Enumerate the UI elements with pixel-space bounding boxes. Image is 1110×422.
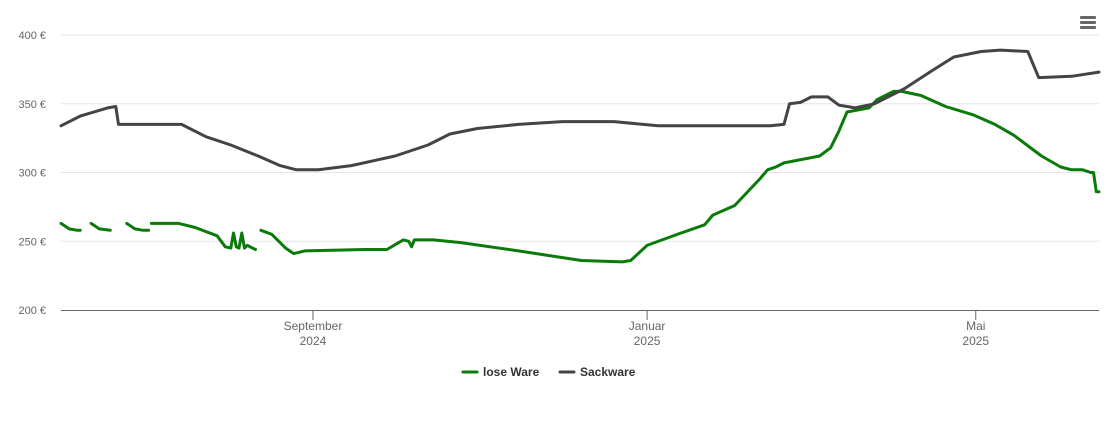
series-line [59, 221, 82, 232]
legend-item[interactable]: Sackware [558, 365, 636, 379]
y-tick-label: 350 € [18, 99, 46, 111]
legend-item[interactable]: lose Ware [461, 365, 540, 379]
series-line [59, 48, 1101, 172]
y-tick-label: 250 € [18, 236, 46, 248]
series-line [89, 221, 112, 232]
legend-label: lose Ware [483, 365, 540, 379]
series-sackware [59, 48, 1101, 172]
x-tick-label: Januar [629, 319, 666, 333]
grid-lines [61, 34, 1099, 242]
y-tick-label: 200 € [18, 305, 46, 317]
series-line [125, 221, 151, 232]
series-line [1089, 171, 1101, 194]
series-lose-ware [59, 89, 1101, 264]
x-tick-label: Mai [966, 319, 985, 333]
y-axis-labels: 200 € 250 € 300 € 350 € 400 € [18, 30, 46, 317]
series-lines [59, 48, 1101, 264]
y-tick-label: 300 € [18, 168, 46, 180]
x-tick-year-label: 2025 [634, 334, 661, 348]
x-tick-label: September [284, 319, 343, 333]
chart-menu-icon[interactable] [1076, 12, 1100, 34]
legend[interactable]: lose Ware Sackware [461, 365, 636, 379]
x-tick-year-label: 2024 [300, 334, 327, 348]
series-line [149, 221, 257, 251]
series-line [259, 89, 1093, 264]
y-tick-label: 400 € [18, 30, 46, 42]
x-tick-year-label: 2025 [962, 334, 989, 348]
legend-label: Sackware [580, 365, 636, 379]
